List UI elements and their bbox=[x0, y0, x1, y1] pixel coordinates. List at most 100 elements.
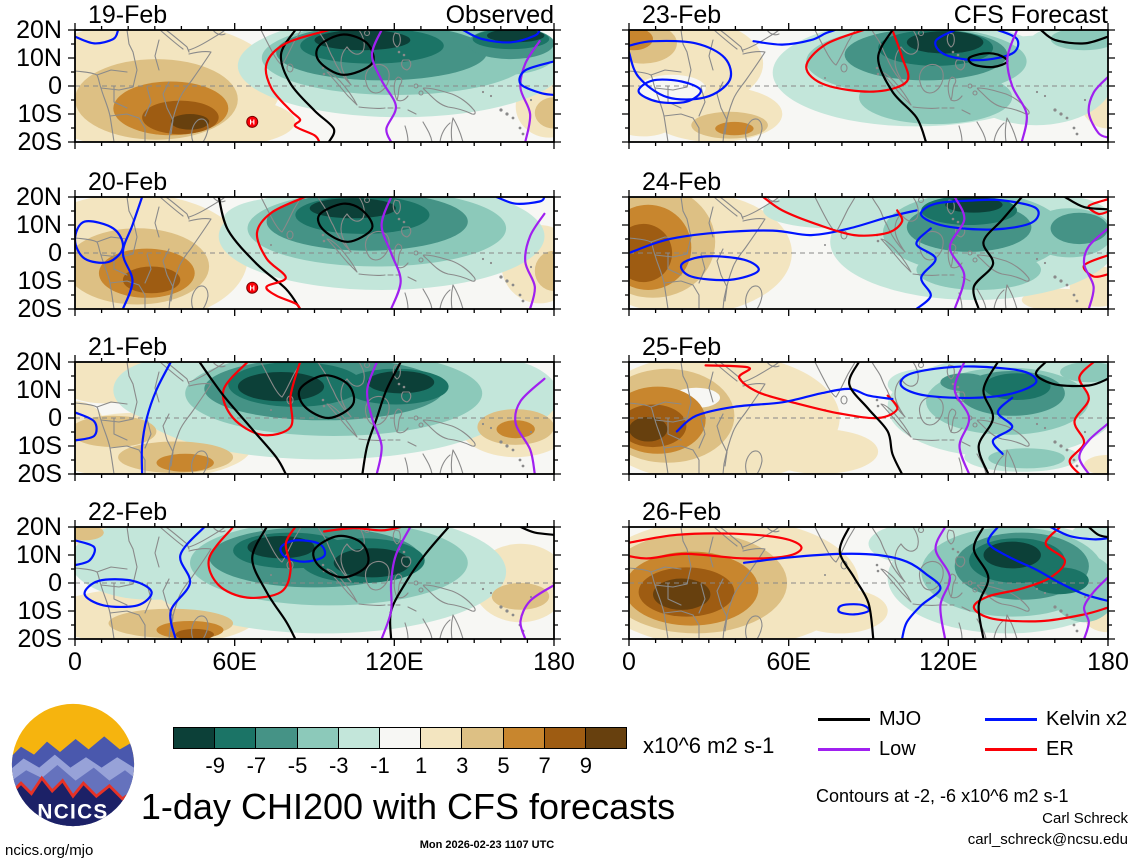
anomaly-blob bbox=[1050, 30, 1108, 51]
kelvin-contour bbox=[987, 527, 1108, 602]
lon-tick-label: 180 bbox=[533, 648, 575, 676]
er-contour bbox=[264, 30, 330, 142]
lat-tick-label: 20S bbox=[17, 295, 62, 323]
legend-line-swatch bbox=[985, 748, 1037, 751]
logo-text: NCICS bbox=[37, 800, 108, 823]
map-frame bbox=[74, 361, 555, 475]
er-contour bbox=[207, 527, 297, 599]
map-panel-grid: 19-Feb Observed 20N 10N 0 10S 20S H 20-Feb 20N 10N… bbox=[16, 1, 1129, 676]
low-contour bbox=[370, 30, 398, 142]
colorbar-tick-label: 1 bbox=[414, 753, 428, 778]
kelvin-contour bbox=[675, 387, 894, 433]
timestamp: Mon 2026-02-23 1107 UTC bbox=[419, 839, 555, 851]
lat-tick-label: 0 bbox=[48, 72, 62, 100]
colorbar: -9 -7 -5 -3 -1 1 3 5 7 9 bbox=[173, 727, 628, 781]
kelvin-contour bbox=[169, 527, 206, 639]
colorbar-cell bbox=[173, 727, 216, 749]
lon-tick-label: 120E bbox=[365, 648, 424, 676]
er-contour bbox=[762, 197, 904, 237]
map-24-Feb bbox=[622, 190, 1115, 316]
legend-label: ER bbox=[1046, 738, 1074, 760]
kelvin-contour bbox=[991, 396, 1014, 455]
mjo-contour bbox=[279, 30, 336, 142]
mjo-contour bbox=[972, 197, 1023, 309]
axis-ticks bbox=[68, 23, 561, 149]
kelvin-contour bbox=[121, 197, 144, 309]
er-contour bbox=[629, 532, 803, 560]
er-contour bbox=[221, 362, 302, 437]
colorbar-cell bbox=[378, 727, 422, 749]
map-25-Feb bbox=[622, 355, 1115, 481]
map-frame bbox=[628, 29, 1109, 143]
anomaly-blob bbox=[629, 416, 668, 442]
anomaly-blob bbox=[715, 121, 754, 136]
mjo-contour bbox=[967, 52, 1009, 69]
map-23-Feb bbox=[622, 23, 1115, 149]
map-frame bbox=[74, 526, 555, 640]
map-panel-19-Feb: H bbox=[68, 23, 561, 149]
kelvin-contour bbox=[837, 603, 870, 616]
anomaly-blob bbox=[763, 429, 879, 474]
mjo-contour bbox=[315, 33, 375, 76]
map-panel-26-Feb bbox=[622, 520, 1115, 646]
anomaly-blob bbox=[75, 527, 104, 541]
kelvin-contour bbox=[934, 30, 1020, 62]
er-contour bbox=[704, 364, 899, 420]
column-annotation: Observed bbox=[445, 1, 554, 29]
colorbar-tick-label: -7 bbox=[246, 753, 267, 778]
mjo-contour bbox=[848, 362, 904, 474]
colorbar-tick-label: 7 bbox=[538, 753, 551, 778]
low-contour bbox=[524, 212, 546, 309]
legend-item-mjo: MJO bbox=[818, 708, 921, 731]
mjo-contour bbox=[1034, 362, 1108, 388]
lat-tick-label: 10S bbox=[17, 432, 62, 460]
mjo-contour bbox=[198, 362, 287, 474]
anomaly-blob bbox=[496, 420, 535, 439]
mjo-contour bbox=[1039, 30, 1108, 45]
mjo-contour bbox=[1063, 197, 1108, 211]
low-contour bbox=[934, 527, 952, 639]
legend-line-swatch bbox=[985, 718, 1037, 721]
colorbar-tick-label: 5 bbox=[497, 753, 510, 778]
mjo-contour bbox=[316, 202, 374, 243]
er-contour bbox=[255, 197, 306, 309]
kelvin-contour bbox=[461, 30, 541, 44]
axis-ticks bbox=[68, 355, 561, 481]
lat-tick-label: 0 bbox=[48, 239, 62, 267]
colorbar-cell bbox=[502, 727, 545, 749]
low-contour bbox=[365, 362, 383, 474]
lat-tick-label: 10S bbox=[17, 267, 62, 295]
site-link[interactable]: ncics.org/mjo bbox=[5, 842, 94, 859]
mjo-contour bbox=[838, 527, 875, 639]
colorbar-tick-label: 3 bbox=[456, 753, 469, 778]
lat-tick-label: 20N bbox=[16, 16, 62, 44]
low-contour bbox=[519, 584, 554, 639]
map-20-Feb: H bbox=[68, 190, 561, 316]
lon-tick-label: 60E bbox=[766, 648, 811, 676]
kelvin-contour bbox=[75, 220, 125, 264]
lat-tick-label: 0 bbox=[48, 404, 62, 432]
ncics-logo: NCICS bbox=[8, 700, 138, 835]
anomaly-blob bbox=[1050, 212, 1108, 245]
lon-tick-label: 120E bbox=[919, 648, 978, 676]
lon-tick-label: 60E bbox=[212, 648, 257, 676]
credit-email[interactable]: carl_schreck@ncsu.edu bbox=[967, 831, 1128, 848]
legend-item-low: Low bbox=[818, 738, 916, 761]
mjo-contour bbox=[977, 362, 999, 474]
map-26-Feb bbox=[622, 520, 1115, 646]
anomaly-blob bbox=[988, 448, 1065, 469]
anomaly-blob bbox=[1021, 288, 1099, 309]
map-panel-22-Feb bbox=[68, 520, 561, 646]
anomaly-blob bbox=[859, 70, 1013, 125]
credit-name: Carl Schreck bbox=[1042, 810, 1128, 827]
colorbar-tick-label: -5 bbox=[287, 753, 308, 778]
map-panel-25-Feb bbox=[622, 355, 1115, 481]
lat-tick-label: 10N bbox=[16, 376, 62, 404]
colorbar-cell bbox=[543, 727, 586, 749]
figure-title: 1-day CHI200 with CFS forecasts bbox=[140, 786, 676, 827]
map-panel-21-Feb bbox=[68, 355, 561, 481]
anomaly-blob bbox=[763, 197, 898, 229]
ncics-logo-image: NCICS bbox=[11, 703, 135, 827]
axis-ticks bbox=[622, 355, 1115, 481]
lon-tick-label: 0 bbox=[68, 648, 82, 676]
